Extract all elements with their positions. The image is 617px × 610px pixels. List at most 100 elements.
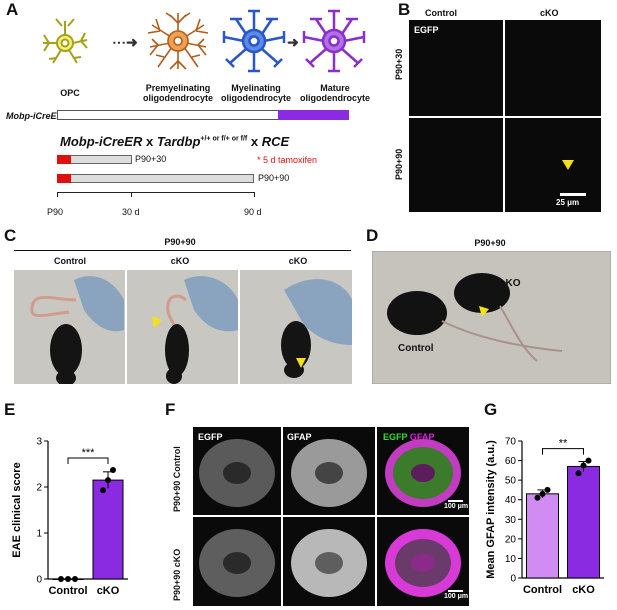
panelf-merge-label: EGFP GFAP (383, 432, 434, 442)
paneld-label-control: Control (398, 343, 434, 354)
panelb-row-label-2: P90+90 (394, 148, 404, 180)
driver-label: Mobp-iCreER (6, 111, 63, 121)
cross-part-4: x (247, 134, 262, 149)
y-tick-label: 2 (36, 483, 42, 494)
panel-label-a: A (6, 0, 19, 19)
bar2-label: P90+90 (258, 173, 290, 183)
mouse-tail-suspension-photos (14, 270, 352, 384)
cross-part-5: RCE (261, 134, 290, 149)
panel-label-f: F (165, 400, 176, 419)
bar1-label: P90+30 (135, 154, 167, 164)
panelc-header: P90+90 (164, 237, 196, 247)
premyelinating-label: Premyelinating oligodendrocyte (142, 83, 213, 103)
panelf-scalebar-label-1: 100 μm (444, 503, 469, 510)
micrograph-control-p90-30 (409, 20, 503, 116)
x-tick-label: Control (48, 585, 87, 597)
y-tick-label: 0 (510, 574, 516, 585)
panelc-header-line (14, 250, 351, 251)
tamoxifen-note: * 5 d tamoxifen (257, 155, 318, 165)
timeline-bar-p90-90 (57, 174, 254, 183)
y-axis-label: Mean GFAP intensity (a.u.) (485, 440, 497, 579)
y-tick-label: 60 (505, 456, 517, 467)
significance-label: ** (559, 438, 568, 450)
merge-label-gfap: GFAP (409, 432, 435, 442)
panelb-scalebar-label: 25 μm (556, 198, 580, 207)
bar (567, 465, 600, 579)
cord-egfp-cko (199, 529, 275, 597)
data-point (544, 486, 551, 493)
y-tick-label: 1 (36, 529, 42, 540)
panelf-scalebar-2 (448, 590, 463, 592)
y-tick-label: 30 (505, 515, 517, 526)
panel-label-e: E (4, 400, 16, 419)
panel-label-d: D (366, 226, 379, 245)
panelb-scalebar (560, 193, 586, 196)
panel-label-g: G (484, 400, 498, 419)
significance-label: *** (82, 447, 96, 459)
micrograph-cko-p90-30 (505, 20, 601, 116)
arrowhead-icon (152, 316, 162, 328)
panelb-col-label-cko: cKO (540, 8, 559, 18)
cross-part-2: x (142, 134, 157, 149)
premyelinating-cell-icon (147, 12, 209, 70)
y-tick-label: 50 (505, 476, 517, 487)
driver-expression-mature-segment (278, 110, 349, 120)
panelf-col-label-egfp: EGFP (198, 432, 223, 442)
arrowhead-icon (296, 358, 306, 368)
data-point (65, 576, 71, 582)
significance-bracket (67, 457, 109, 464)
panel-label-c: C (4, 226, 17, 245)
tamoxifen-segment-2 (57, 174, 71, 183)
chart-e: 0 1 2 3 EAE clinical score Control cKO *** (11, 437, 128, 597)
mouse-comparison-photo (372, 251, 611, 384)
panelb-row-label-1: P90+30 (394, 48, 404, 80)
panelb-col-label-control: Control (425, 8, 457, 18)
panelf-row-label-cko: P90+90 cKO (172, 548, 182, 601)
data-point (585, 457, 592, 464)
spinal-cord-sections (199, 439, 461, 597)
myelinating-cell-icon (222, 9, 286, 73)
panelf-col-label-gfap: GFAP (287, 432, 312, 442)
cord-merge-control (385, 439, 461, 507)
y-tick-label: 0 (36, 575, 42, 586)
cord-gfap-control (291, 439, 367, 507)
cross-part-3: Tardbp (156, 134, 201, 149)
y-tick-label: 20 (505, 534, 517, 545)
tamoxifen-segment-1 (57, 155, 71, 164)
cross-genotype: Mobp-iCreER x Tardbp+/+ or f/+ or f/f x … (60, 134, 289, 149)
y-tick-label: 70 (505, 437, 517, 448)
bar (526, 493, 559, 579)
cord-gfap-cko (291, 529, 367, 597)
y-tick-label: 10 (505, 554, 517, 565)
data-point (58, 576, 64, 582)
bar (92, 479, 124, 580)
oligodendrocyte-lineage-diagram: ⋯➜ ➜ (43, 9, 366, 73)
data-point (539, 490, 546, 497)
data-point (100, 487, 106, 494)
myelinating-label: Myelinating oligodendrocyte (220, 83, 291, 103)
y-axis-label: EAE clinical score (11, 462, 23, 557)
cross-superscript: +/+ or f/+ or f/f (200, 135, 248, 143)
timeline-tick (57, 192, 58, 197)
timeline-tick (254, 192, 255, 197)
panelc-col-label-control: Control (54, 256, 86, 266)
data-point (534, 494, 541, 501)
x-tick-label: cKO (572, 584, 595, 596)
significance-bracket (542, 448, 584, 455)
chart-g: 0 10 20 30 40 50 60 70 Mean GFAP intensity (a.u.… (485, 437, 604, 596)
dotted-arrow: ⋯➜ (112, 34, 138, 50)
panel-label-b: B (398, 0, 411, 19)
data-point (580, 462, 587, 469)
control-mouse (387, 291, 447, 335)
data-point (575, 470, 582, 477)
panelf-scalebar-1 (448, 500, 463, 502)
panelf-row-label-control: P90+90 Control (172, 446, 182, 512)
timeline-axis (57, 192, 254, 193)
x-tick-label: Control (523, 584, 562, 596)
arrowhead-icon (479, 306, 489, 317)
timeline-tick (131, 192, 132, 197)
mature-label: Mature oligodendrocyte (299, 83, 370, 103)
data-point (72, 576, 78, 582)
x-tick-label: cKO (97, 585, 120, 597)
micrograph-cko-p90-90 (505, 118, 601, 212)
